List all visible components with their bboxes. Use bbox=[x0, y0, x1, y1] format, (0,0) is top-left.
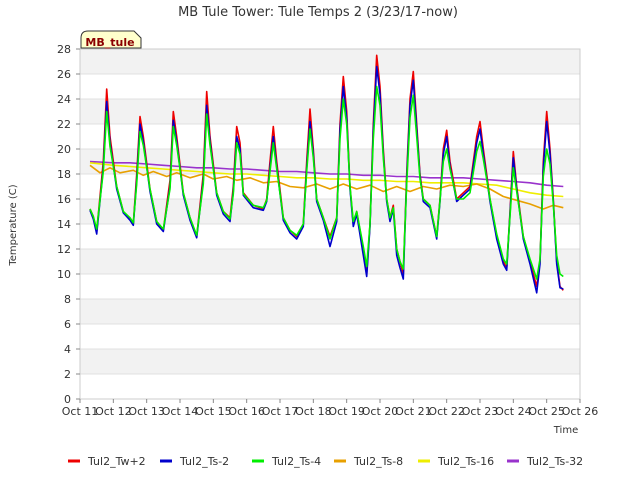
x-tick-label: Oct 24 bbox=[495, 405, 532, 418]
legend-item: Tul2_Ts-4 bbox=[252, 455, 321, 468]
grid-band bbox=[80, 49, 580, 74]
y-tick-label: 18 bbox=[57, 168, 71, 181]
legend-label: Tul2_Ts-16 bbox=[437, 455, 494, 468]
y-tick-label: 4 bbox=[64, 343, 71, 356]
x-tick-label: Oct 14 bbox=[162, 405, 199, 418]
series-layer bbox=[89, 54, 564, 294]
x-tick-label: Oct 17 bbox=[262, 405, 299, 418]
grid-band bbox=[80, 99, 580, 124]
series-line-tul2-ts-8 bbox=[89, 164, 564, 210]
legend-item: Tul2_Ts-16 bbox=[418, 455, 494, 468]
grid-band bbox=[80, 349, 580, 374]
x-tick-label: Oct 11 bbox=[62, 405, 99, 418]
y-tick-label: 20 bbox=[57, 143, 71, 156]
y-tick-label: 6 bbox=[64, 318, 71, 331]
grid-band bbox=[80, 149, 580, 174]
station-badge: MB_tule bbox=[80, 30, 142, 49]
legend-label: Tul2_Ts-32 bbox=[526, 455, 583, 468]
legend-label: Tul2_Tw+2 bbox=[87, 455, 146, 468]
y-tick-label: 26 bbox=[57, 68, 71, 81]
x-tick-label: Oct 22 bbox=[428, 405, 465, 418]
grid-band bbox=[80, 374, 580, 399]
badge-label: MB_tule bbox=[85, 36, 134, 49]
legend-item: Tul2_Ts-2 bbox=[160, 455, 229, 468]
legend-item: Tul2_Ts-32 bbox=[507, 455, 583, 468]
x-tick-label: Oct 26 bbox=[562, 405, 599, 418]
x-tick-label: Oct 12 bbox=[95, 405, 132, 418]
y-tick-label: 10 bbox=[57, 268, 71, 281]
y-tick-label: 22 bbox=[57, 118, 71, 131]
y-tick-label: 12 bbox=[57, 243, 71, 256]
x-tick-label: Oct 23 bbox=[462, 405, 499, 418]
x-tick-label: Oct 15 bbox=[195, 405, 232, 418]
x-axis-label: Time bbox=[553, 425, 578, 436]
y-tick-label: 28 bbox=[57, 43, 71, 56]
grid-band bbox=[80, 249, 580, 274]
grid-band bbox=[80, 299, 580, 324]
y-tick-label: 8 bbox=[64, 293, 71, 306]
series-line-tul2-ts-16 bbox=[89, 162, 564, 198]
badge-background bbox=[80, 30, 142, 49]
x-tick-label: Oct 18 bbox=[295, 405, 332, 418]
plot-background bbox=[80, 48, 580, 400]
y-tick-label: 24 bbox=[57, 93, 71, 106]
y-tick-label: 16 bbox=[57, 193, 71, 206]
x-tick-label: Oct 21 bbox=[395, 405, 432, 418]
legend-item: Tul2_Ts-8 bbox=[334, 455, 403, 468]
grid-band bbox=[80, 74, 580, 99]
legend-label: Tul2_Ts-8 bbox=[353, 455, 403, 468]
y-tick-label: 14 bbox=[57, 218, 71, 231]
grid-band bbox=[80, 274, 580, 299]
grid-band bbox=[80, 174, 580, 199]
chart-title: MB Tule Tower: Tule Temps 2 (3/23/17-now… bbox=[178, 5, 458, 20]
x-tick-label: Oct 20 bbox=[362, 405, 399, 418]
legend: Tul2_Tw+2 Tul2_Ts-2 Tul2_Ts-4 Tul2_Ts-8 Tul2… bbox=[68, 455, 583, 468]
grid-band bbox=[80, 124, 580, 149]
series-line-tul2-ts-32 bbox=[89, 160, 564, 188]
x-tick-label: Oct 13 bbox=[128, 405, 165, 418]
x-tick-label: Oct 25 bbox=[528, 405, 565, 418]
legend-label: Tul2_Ts-2 bbox=[179, 455, 229, 468]
legend-item: Tul2_Tw+2 bbox=[68, 455, 146, 468]
y-axis-label: Temperature (C) bbox=[8, 184, 19, 266]
y-tick-label: 0 bbox=[64, 393, 71, 406]
legend-label: Tul2_Ts-4 bbox=[271, 455, 321, 468]
grid-band bbox=[80, 324, 580, 349]
grid-band bbox=[80, 199, 580, 224]
y-tick-label: 2 bbox=[64, 368, 71, 381]
series-line-tul2-ts-4 bbox=[89, 85, 564, 280]
x-tick-label: Oct 19 bbox=[328, 405, 365, 418]
x-tick-label: Oct 16 bbox=[228, 405, 265, 418]
